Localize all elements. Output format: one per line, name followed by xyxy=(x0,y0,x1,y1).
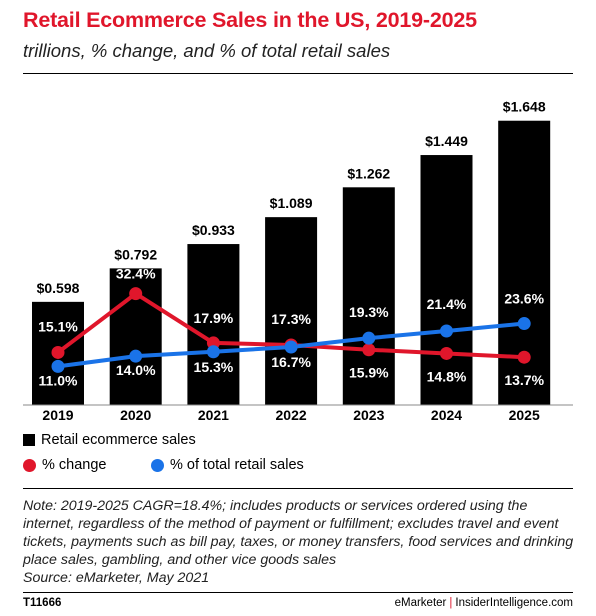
brand-separator: | xyxy=(449,597,453,609)
pct-change-point-2020 xyxy=(129,287,143,301)
brand-insider-intelligence: InsiderIntelligence.com xyxy=(455,597,573,609)
legend-item-change: % change xyxy=(23,457,107,473)
x-tick-label-2025: 2025 xyxy=(509,407,540,423)
pct-change-label-2022: 17.3% xyxy=(271,311,311,327)
legend-item-sales: Retail ecommerce sales xyxy=(23,432,196,448)
pct-total-label-2025: 23.6% xyxy=(504,291,544,307)
x-tick-label-2022: 2022 xyxy=(276,407,307,423)
pct-total-label-2019: 11.0% xyxy=(39,372,78,388)
bar-value-label-2023: $1.262 xyxy=(347,165,390,181)
x-tick-label-2021: 2021 xyxy=(198,407,229,423)
bar-2024 xyxy=(420,155,473,405)
bar-value-label-2022: $1.089 xyxy=(270,195,313,211)
pct-total-point-2019 xyxy=(51,359,65,373)
pct-total-point-2022 xyxy=(284,340,298,354)
legend-swatch-bar xyxy=(23,434,35,446)
bar-2022 xyxy=(265,217,318,405)
legend-label-sales: Retail ecommerce sales xyxy=(41,432,196,448)
pct-total-point-2024 xyxy=(440,324,453,338)
pct-total-label-2024: 21.4% xyxy=(427,296,467,312)
bar-value-label-2024: $1.449 xyxy=(425,133,468,149)
pct-change-point-2025 xyxy=(517,350,531,364)
pct-total-point-2025 xyxy=(517,317,531,331)
pct-change-point-2023 xyxy=(362,343,376,357)
bar-2021 xyxy=(187,244,240,405)
notes-divider xyxy=(23,488,573,489)
x-tick-label-2019: 2019 xyxy=(42,407,73,423)
chart-note: Note: 2019-2025 CAGR=18.4%; includes pro… xyxy=(23,497,575,587)
pct-total-point-2021 xyxy=(206,345,220,359)
source-text: Source: eMarketer, May 2021 xyxy=(23,570,210,586)
x-tick-label-2023: 2023 xyxy=(353,407,384,423)
pct-change-point-2019 xyxy=(51,345,65,359)
footer-divider xyxy=(23,592,573,593)
legend-label-change: % change xyxy=(42,457,107,473)
pct-change-label-2019: 15.1% xyxy=(38,318,78,334)
pct-total-label-2020: 14.0% xyxy=(116,362,156,378)
chart-title: Retail Ecommerce Sales in the US, 2019-2… xyxy=(23,8,477,32)
pct-change-label-2021: 17.9% xyxy=(194,310,234,326)
legend-label-share: % of total retail sales xyxy=(170,457,304,473)
brand-emarketer: eMarketer xyxy=(394,597,447,609)
legend-item-share: % of total retail sales xyxy=(151,457,304,473)
chart-plot: $0.598 $0.792 $0.933 $1.089 $1.262 $1.449 $1.6… xyxy=(23,99,573,423)
pct-change-point-2024 xyxy=(440,346,453,360)
title-divider xyxy=(23,73,573,74)
legend-swatch-blue-dot xyxy=(151,458,164,472)
pct-total-point-2020 xyxy=(129,349,143,363)
pct-total-label-2023: 19.3% xyxy=(349,304,389,320)
pct-change-label-2025: 13.7% xyxy=(504,372,544,388)
pct-total-label-2021: 15.3% xyxy=(194,359,234,375)
pct-total-label-2022: 16.7% xyxy=(271,354,311,370)
x-tick-label-2020: 2020 xyxy=(120,407,151,423)
x-tick-label-2024: 2024 xyxy=(431,407,462,423)
pct-change-label-2024: 14.8% xyxy=(427,368,467,384)
bar-value-label-2019: $0.598 xyxy=(37,280,80,296)
pct-change-label-2020: 32.4% xyxy=(116,266,156,282)
bar-value-label-2025: $1.648 xyxy=(503,99,546,115)
note-text: Note: 2019-2025 CAGR=18.4%; includes pro… xyxy=(23,498,574,568)
bar-2023 xyxy=(342,187,395,405)
chart-id: T11666 xyxy=(23,597,62,609)
footer-brand: eMarketer | InsiderIntelligence.com xyxy=(395,597,573,609)
bar-value-label-2020: $0.792 xyxy=(114,246,157,262)
pct-total-point-2023 xyxy=(362,331,376,345)
legend-swatch-red-dot xyxy=(23,458,36,472)
pct-change-label-2023: 15.9% xyxy=(349,365,389,381)
chart-subtitle: trillions, % change, and % of total reta… xyxy=(23,40,391,61)
bar-value-label-2021: $0.933 xyxy=(192,222,235,238)
